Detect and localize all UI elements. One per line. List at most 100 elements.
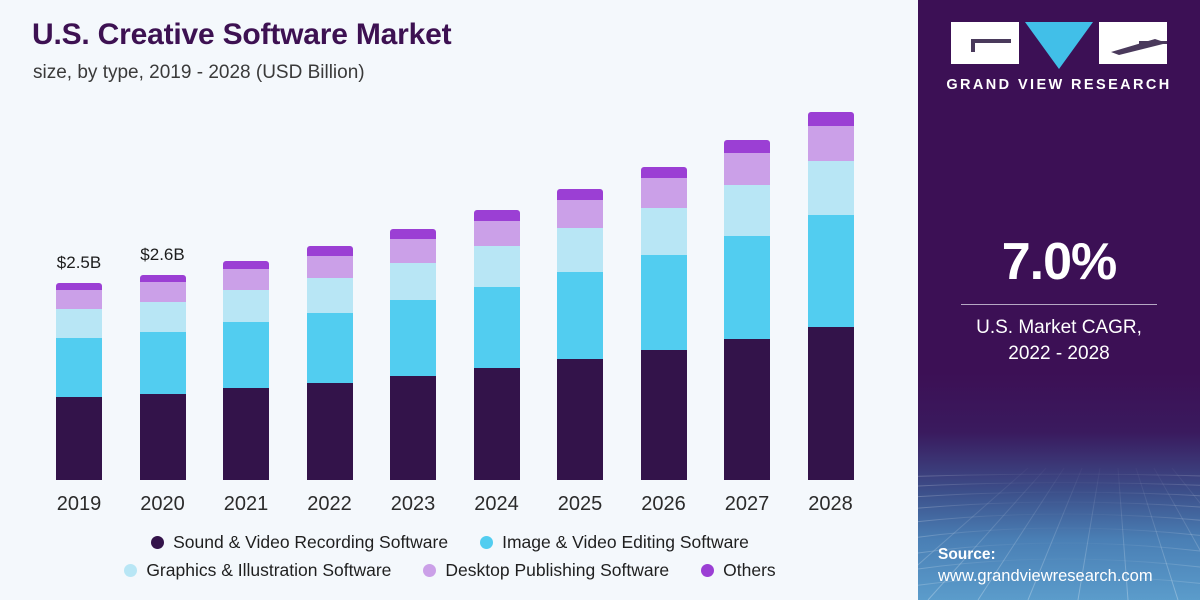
chart-subtitle: size, by type, 2019 - 2028 (USD Billion) [33, 62, 365, 83]
bar-segment[interactable] [557, 271, 603, 360]
bar-segment[interactable] [306, 382, 353, 480]
bar-segment[interactable] [390, 262, 436, 300]
bar-stack[interactable] [306, 246, 353, 480]
bar-stack[interactable] [390, 228, 436, 480]
bar-stack[interactable] [139, 274, 186, 480]
legend-item[interactable]: Sound & Video Recording Software [151, 532, 448, 553]
legend-row: Sound & Video Recording Software Image & … [0, 528, 900, 556]
bar-segment[interactable] [306, 246, 353, 256]
bar-segment[interactable] [473, 367, 520, 480]
x-axis-tick-label: 2020 [140, 493, 185, 515]
bar-group[interactable]: 2019 $2.5B [56, 0, 102, 520]
bar-segment[interactable] [223, 260, 269, 270]
bar-stack[interactable] [807, 112, 854, 480]
bar-group[interactable]: 2028 [807, 0, 854, 520]
legend-color-swatch-icon [423, 563, 437, 577]
bar-segment[interactable] [724, 153, 770, 186]
bar-segment[interactable] [139, 274, 186, 282]
bar-segment[interactable] [306, 312, 353, 383]
chart-legend: Sound & Video Recording Software Image & … [0, 528, 900, 584]
brand-side-panel: GRAND VIEW RESEARCH 7.0% U.S. Market CAG… [918, 0, 1200, 600]
bar-stack[interactable] [724, 140, 770, 480]
legend-item[interactable]: Image & Video Editing Software [480, 532, 749, 553]
bar-segment[interactable] [390, 299, 436, 376]
x-axis-tick-label: 2028 [808, 493, 853, 515]
source-url[interactable]: www.grandviewresearch.com [938, 567, 1153, 585]
bar-segment[interactable] [223, 269, 269, 290]
bar-segment[interactable] [807, 326, 854, 480]
bar-stack[interactable] [640, 166, 687, 480]
bar-segment[interactable] [557, 200, 603, 229]
bar-segment[interactable] [223, 289, 269, 323]
cagr-description-line-2: 2022 - 2028 [1008, 342, 1110, 364]
bar-group[interactable]: 2024 [473, 0, 520, 520]
legend-color-swatch-icon [480, 535, 494, 549]
legend-item-label: Sound & Video Recording Software [173, 531, 449, 552]
bar-stack[interactable] [473, 209, 520, 480]
bar-segment[interactable] [139, 393, 186, 480]
legend-item[interactable]: Graphics & Illustration Software [124, 560, 391, 581]
bar-segment[interactable] [724, 140, 770, 154]
legend-color-swatch-icon [151, 535, 165, 549]
bar-group[interactable]: 2026 [640, 0, 687, 520]
bar-segment[interactable] [473, 221, 520, 247]
legend-item[interactable]: Desktop Publishing Software [423, 560, 669, 581]
bar-segment[interactable] [640, 349, 687, 480]
legend-item[interactable]: Others [701, 560, 776, 581]
bar-segment[interactable] [390, 228, 436, 240]
bar-segment[interactable] [139, 332, 186, 394]
bar-segment[interactable] [473, 286, 520, 368]
bar-segment[interactable] [306, 277, 353, 313]
bar-group[interactable]: 2027 [724, 0, 770, 520]
cagr-highlight-block: 7.0% U.S. Market CAGR, 2022 - 2028 [918, 232, 1200, 366]
bar-group[interactable]: 2021 [223, 0, 269, 520]
bar-segment[interactable] [139, 281, 186, 302]
bar-stack[interactable] [223, 260, 269, 480]
legend-color-swatch-icon [124, 563, 138, 577]
bar-segment[interactable] [390, 239, 436, 263]
bar-group[interactable]: 2020 $2.6B [139, 0, 186, 520]
bar-group[interactable]: 2025 [557, 0, 603, 520]
x-axis-tick-label: 2022 [307, 493, 352, 515]
bar-segment[interactable] [56, 308, 102, 338]
bar-segment[interactable] [306, 255, 353, 278]
grand-view-research-logo: GRAND VIEW RESEARCH [918, 22, 1200, 93]
bar-segment[interactable] [640, 254, 687, 350]
x-axis-tick-label: 2025 [557, 493, 603, 515]
bar-segment[interactable] [724, 338, 770, 480]
bar-segment[interactable] [223, 322, 269, 389]
bar-segment[interactable] [56, 397, 102, 480]
bar-segment[interactable] [557, 228, 603, 272]
bar-segment[interactable] [807, 126, 854, 161]
bar-segment[interactable] [724, 185, 770, 236]
bar-segment[interactable] [56, 289, 102, 309]
legend-item-label: Others [723, 559, 776, 580]
bar-segment[interactable] [223, 388, 269, 480]
bar-segment[interactable] [473, 246, 520, 287]
bar-segment[interactable] [724, 236, 770, 339]
legend-item-label: Desktop Publishing Software [445, 559, 670, 580]
bar-stack[interactable] [56, 282, 102, 480]
bar-segment[interactable] [473, 209, 520, 222]
bar-segment[interactable] [807, 160, 854, 216]
bar-segment[interactable] [807, 112, 854, 127]
legend-item-label: Image & Video Editing Software [502, 531, 749, 552]
bar-segment[interactable] [390, 375, 436, 480]
bar-segment[interactable] [640, 208, 687, 255]
bar-segment[interactable] [557, 189, 603, 201]
bar-total-label: $2.6B [140, 244, 185, 264]
bar-segment[interactable] [56, 337, 102, 398]
bar-group[interactable]: 2023 [390, 0, 436, 520]
page-title: U.S. Creative Software Market [32, 18, 452, 51]
bar-group[interactable]: 2022 [306, 0, 353, 520]
bar-stack[interactable] [557, 189, 603, 480]
bar-segment[interactable] [807, 215, 854, 327]
bar-segment[interactable] [557, 359, 603, 480]
legend-item-label: Graphics & Illustration Software [146, 559, 392, 580]
x-axis-tick-label: 2021 [223, 493, 269, 515]
bar-segment[interactable] [139, 301, 186, 333]
source-attribution: Source: www.grandviewresearch.com [938, 546, 1200, 586]
bar-segment[interactable] [56, 282, 102, 290]
bar-segment[interactable] [640, 166, 687, 179]
bar-segment[interactable] [640, 178, 687, 209]
